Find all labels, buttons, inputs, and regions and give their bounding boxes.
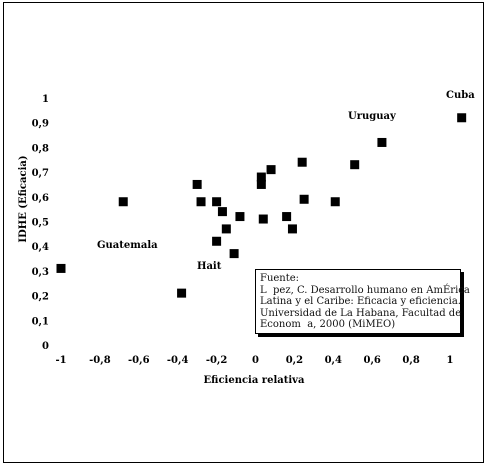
annotation-uruguay: Uruguay [348, 111, 397, 122]
data-point [177, 288, 187, 298]
y-tick-label: 0,4 [32, 242, 49, 253]
data-point [56, 263, 66, 273]
x-tick-label: 1 [447, 355, 454, 366]
annotation-cuba: Cuba [446, 90, 475, 101]
y-tick-labels: 0 0,1 0,2 0,3 0,4 0,5 0,6 0,7 0,8 0,9 1 [32, 94, 49, 352]
data-point [217, 207, 227, 217]
data-point [235, 212, 245, 222]
data-point [266, 165, 276, 175]
data-point [196, 197, 206, 207]
data-point [287, 224, 297, 234]
y-tick-label: 0,9 [32, 119, 49, 130]
source-note-box: Fuente: L pez, C. Desarrollo humano en A… [255, 269, 470, 334]
y-tick-label: 0,6 [32, 193, 49, 204]
annotation-guatemala: Guatemala [97, 240, 158, 251]
data-point [118, 197, 128, 207]
data-points [56, 113, 467, 298]
x-tick-label: 0,4 [325, 355, 342, 366]
x-tick-label: -0,8 [89, 355, 111, 366]
source-line: Econom a, 2000 (MiMEO) [260, 319, 396, 330]
x-tick-label: -0,2 [206, 355, 228, 366]
y-tick-label: 0,5 [32, 218, 49, 229]
data-point [299, 194, 309, 204]
data-point [297, 157, 307, 167]
y-axis-label: IDHE (Eficacia) [18, 155, 29, 242]
x-tick-labels: -1 -0,8 -0,6 -0,4 -0,2 0 0,2 0,4 0,6 0,8 1 [55, 355, 453, 366]
y-tick-label: 0,2 [32, 292, 49, 303]
data-point [330, 197, 340, 207]
source-line: Latina y el Caribe: Eficacia y eficienci… [260, 296, 461, 307]
x-tick-label: 0,8 [402, 355, 419, 366]
x-tick-label: 0 [252, 355, 259, 366]
data-point [212, 236, 222, 246]
data-point [212, 197, 222, 207]
y-tick-label: 0 [42, 341, 49, 352]
source-line: Fuente: [260, 273, 300, 284]
data-point [377, 137, 387, 147]
data-point [229, 249, 239, 259]
y-tick-label: 0,7 [32, 168, 49, 179]
x-tick-label: -1 [55, 355, 66, 366]
y-tick-label: 0,3 [32, 267, 49, 278]
y-tick-label: 0,8 [32, 143, 49, 154]
y-tick-label: 1 [42, 94, 49, 105]
x-tick-label: -0,4 [167, 355, 189, 366]
y-tick-label: 0,1 [32, 316, 49, 327]
x-axis-label: Eficiencia relativa [204, 375, 305, 386]
annotation-hait: Hait [197, 261, 222, 272]
x-tick-label: -0,6 [128, 355, 150, 366]
source-line: L pez, C. Desarrollo humano en AmÉrica [260, 284, 470, 296]
data-point [221, 224, 231, 234]
data-point [256, 179, 266, 189]
figure-frame: 0 0,1 0,2 0,3 0,4 0,5 0,6 0,7 0,8 0,9 1 -1 -0,8 -0,6… [3, 2, 484, 463]
source-line: Universidad de La Habana, Facultad de [260, 307, 462, 319]
x-tick-label: 0,2 [286, 355, 303, 366]
scatter-chart: 0 0,1 0,2 0,3 0,4 0,5 0,6 0,7 0,8 0,9 1 -1 -0,8 -0,6… [18, 90, 475, 386]
x-tick-label: 0,6 [363, 355, 380, 366]
data-point [256, 172, 266, 182]
data-point [350, 160, 360, 170]
data-point [258, 214, 268, 224]
data-point [282, 212, 292, 222]
data-point [192, 179, 202, 189]
data-point [457, 113, 467, 123]
